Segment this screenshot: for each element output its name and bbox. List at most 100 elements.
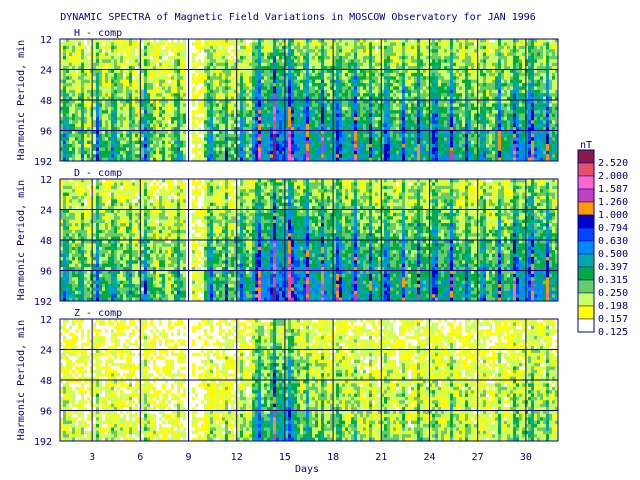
spectrum-cell — [225, 72, 229, 77]
spectrum-cell — [147, 39, 151, 43]
spectrum-cell — [78, 62, 82, 67]
spectrum-cell — [378, 96, 382, 101]
spectrum-cell — [147, 133, 151, 138]
spectrum-cell — [60, 137, 64, 141]
spectrum-cell — [444, 123, 448, 128]
spectrum-cell — [465, 113, 469, 118]
spectrum-cell — [432, 140, 436, 145]
spectrum-cell — [444, 137, 448, 141]
spectrum-cell — [186, 157, 190, 162]
spectrum-cell — [453, 133, 457, 138]
spectrum-cell — [138, 59, 142, 64]
spectrum-cell — [441, 59, 445, 64]
spectrum-cell — [330, 49, 334, 53]
spectrum-cell — [150, 157, 154, 162]
spectrum-cell — [441, 137, 445, 141]
spectrum-cell — [459, 45, 463, 50]
spectrum-cell — [360, 157, 364, 162]
spectrum-cell — [102, 133, 106, 138]
spectrum-cell — [93, 113, 97, 118]
spectrum-cell — [267, 93, 271, 97]
spectrum-cell — [441, 45, 445, 50]
spectrum-cell — [429, 49, 433, 53]
spectrum-cell — [432, 154, 436, 158]
spectrum-cell — [288, 89, 292, 94]
spectrum-cell — [213, 83, 217, 87]
spectrum-cell — [456, 59, 460, 64]
spectrum-cell — [66, 62, 70, 67]
spectrum-cell — [456, 110, 460, 114]
spectrum-cell — [276, 69, 280, 74]
spectrum-cell — [450, 89, 454, 94]
spectrum-cell — [207, 140, 211, 145]
spectrum-cell — [399, 150, 403, 155]
spectrum-cell — [273, 127, 277, 131]
spectrum-cell — [120, 106, 124, 111]
spectrum-cell — [351, 72, 355, 77]
spectrum-cell — [399, 72, 403, 77]
spectrum-cell — [390, 79, 394, 84]
spectrum-cell — [279, 79, 283, 84]
spectrum-cell — [402, 89, 406, 94]
spectrum-cell — [273, 133, 277, 138]
spectrum-cell — [312, 140, 316, 145]
spectrum-cell — [168, 147, 172, 152]
spectrum-cell — [99, 123, 103, 128]
spectrum-cell — [168, 106, 172, 111]
spectrum-cell — [201, 42, 205, 47]
spectrum-cell — [270, 59, 274, 64]
spectrum-cell — [69, 140, 73, 145]
spectrum-cell — [363, 120, 367, 125]
spectrum-cell — [72, 69, 76, 74]
spectrum-cell — [207, 100, 211, 104]
spectrum-cell — [156, 79, 160, 84]
spectrum-cell — [87, 130, 91, 135]
spectrum-cell — [414, 96, 418, 101]
spectrum-cell — [327, 147, 331, 152]
spectrum-cell — [126, 59, 130, 64]
spectrum-cell — [366, 62, 370, 67]
spectrum-cell — [159, 110, 163, 114]
spectrum-cell — [291, 133, 295, 138]
spectrum-cell — [327, 45, 331, 50]
spectrum-cell — [462, 89, 466, 94]
spectrum-cell — [69, 116, 73, 121]
spectrum-cell — [168, 62, 172, 67]
spectrum-cell — [351, 66, 355, 70]
spectrum-cell — [375, 83, 379, 87]
spectrum-cell — [81, 52, 85, 57]
spectrum-cell — [267, 113, 271, 118]
spectrum-cell — [183, 39, 187, 43]
spectrum-cell — [252, 93, 256, 97]
spectrum-cell — [216, 116, 220, 121]
spectrum-cell — [285, 76, 289, 80]
spectrum-cell — [84, 106, 88, 111]
spectrum-cell — [300, 83, 304, 87]
spectrum-cell — [123, 127, 127, 131]
spectrum-cell — [135, 147, 139, 152]
spectrum-cell — [459, 106, 463, 111]
spectrum-cell — [330, 130, 334, 135]
spectrum-cell — [357, 150, 361, 155]
spectrum-cell — [330, 76, 334, 80]
spectrum-cell — [474, 89, 478, 94]
spectrum-cell — [396, 150, 400, 155]
spectrum-cell — [405, 89, 409, 94]
spectrum-cell — [147, 83, 151, 87]
spectrum-cell — [180, 133, 184, 138]
spectrum-cell — [411, 55, 415, 60]
spectrum-cell — [63, 127, 67, 131]
spectrum-cell — [303, 113, 307, 118]
spectrum-cell — [213, 110, 217, 114]
spectrum-cell — [99, 83, 103, 87]
spectrum-cell — [108, 45, 112, 50]
spectrum-cell — [315, 83, 319, 87]
spectrum-cell — [312, 127, 316, 131]
spectrum-cell — [144, 140, 148, 145]
spectrum-cell — [321, 76, 325, 80]
spectrum-cell — [150, 137, 154, 141]
spectrum-cell — [426, 113, 430, 118]
spectrum-cell — [195, 116, 199, 121]
spectrum-cell — [78, 83, 82, 87]
spectrum-cell — [360, 137, 364, 141]
